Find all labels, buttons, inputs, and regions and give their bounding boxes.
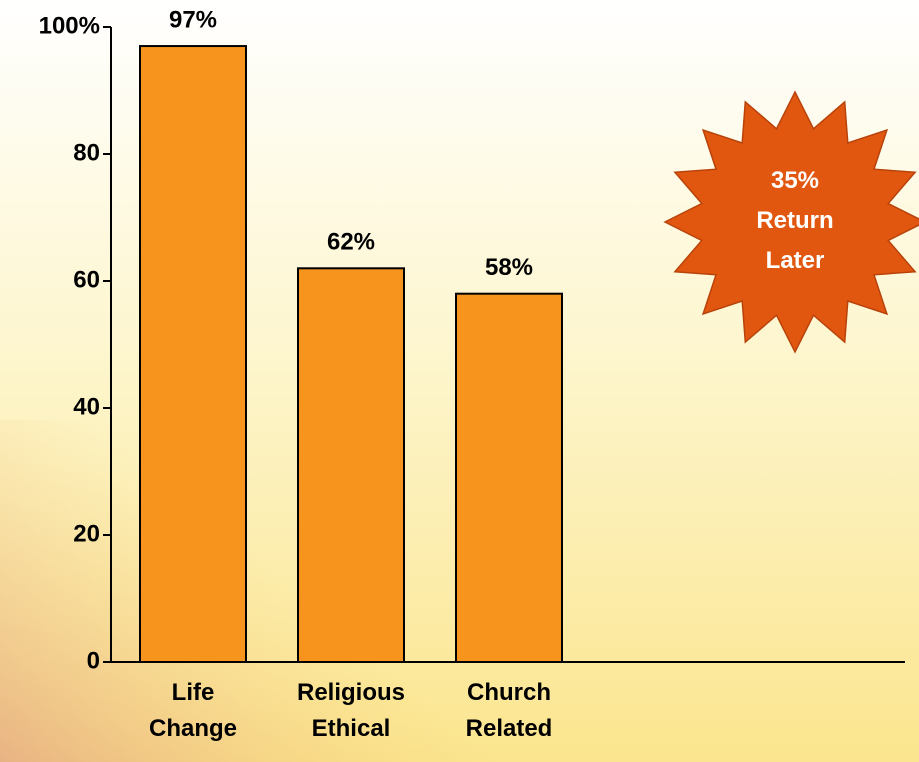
x-tick-label: Church Related: [466, 679, 553, 742]
bar: [297, 267, 405, 663]
x-tick-label-line: Related: [466, 715, 553, 742]
bar: [455, 292, 563, 663]
value-label: 62%: [327, 229, 375, 256]
bar: [139, 45, 247, 664]
starburst: [663, 90, 919, 354]
x-tick-label-line: Change: [149, 715, 237, 742]
annotation: 35% Return Later: [756, 167, 833, 274]
x-tick-label-line: Life: [172, 679, 215, 706]
x-tick-label: Life Change: [149, 679, 237, 742]
y-tick-label: 100%: [39, 12, 100, 39]
y-tick-label: 0: [87, 647, 100, 674]
annotation-line: 35%: [771, 167, 819, 194]
y-tick-label: 60: [73, 266, 100, 293]
x-tick-label-line: Religious: [297, 679, 405, 706]
y-tick-label: 20: [73, 520, 100, 547]
annotation-line: Later: [766, 247, 825, 274]
value-label: 58%: [485, 254, 533, 281]
x-tick-label-line: Ethical: [312, 715, 391, 742]
x-tick-label-line: Church: [467, 679, 551, 706]
x-tick-label: Religious Ethical: [297, 679, 405, 742]
y-tick-label: 40: [73, 393, 100, 420]
annotation-line: Return: [756, 207, 833, 234]
value-label: 97%: [169, 6, 217, 33]
y-tick-label: 80: [73, 139, 100, 166]
background-shade: [0, 420, 500, 762]
